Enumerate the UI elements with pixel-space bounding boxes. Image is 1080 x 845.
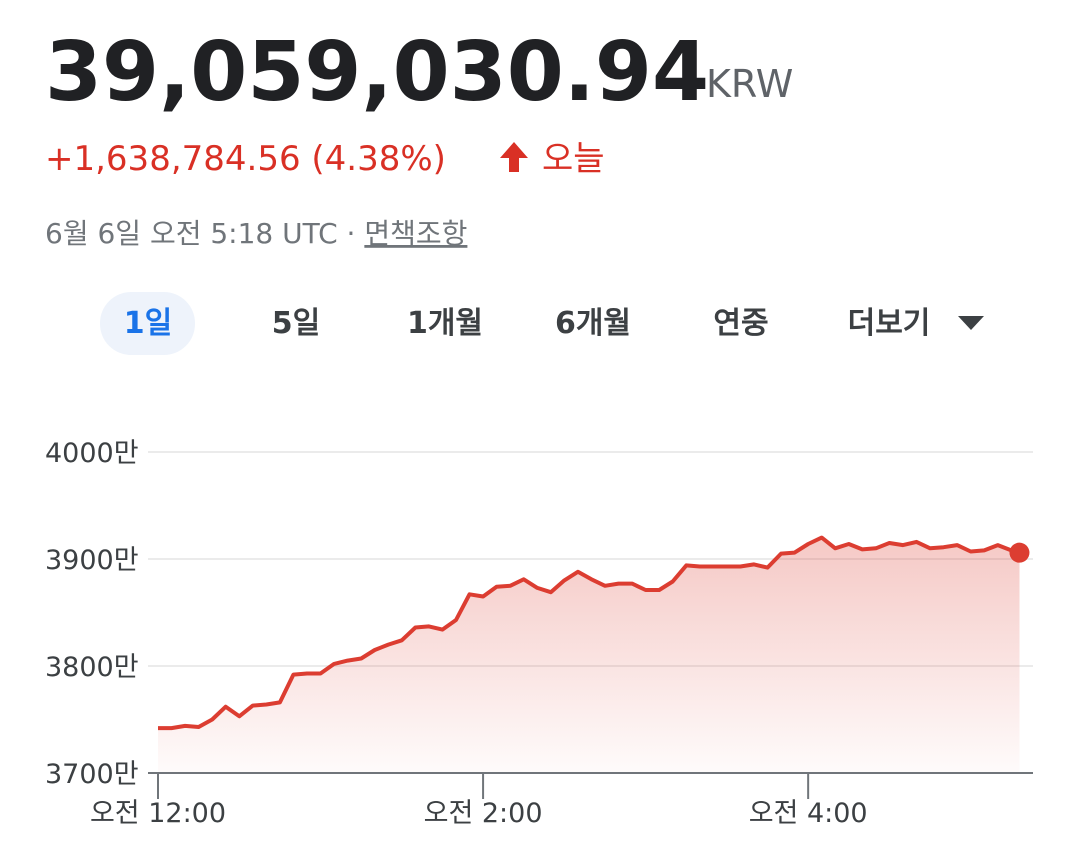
dropdown-arrow[interactable] [958, 316, 984, 330]
x-tick-label: 오전 4:00 [749, 798, 868, 829]
up-arrow [500, 142, 528, 172]
tab[interactable]: 더보기 [848, 306, 931, 341]
timestamp: 6월 6일 오전 5:18 UTC · 면책조항 [45, 217, 467, 250]
tab[interactable]: 5일 [272, 306, 320, 341]
disclaimer[interactable]: 면책조항 [364, 217, 467, 250]
tab[interactable]: 1개월 [407, 306, 483, 341]
tab-selected-bg [100, 292, 195, 355]
period: 오늘 [542, 139, 605, 179]
tabs: 1일 5일 1개월 6개월 연중 더보기 [124, 306, 931, 341]
tab[interactable]: 6개월 [555, 306, 631, 341]
y-tick-label: 3900만 [45, 545, 139, 576]
x-tick-label: 오전 2:00 [424, 798, 543, 829]
y-tick-label: 3700만 [45, 759, 139, 790]
currency: KRW [706, 62, 793, 106]
y-tick-label: 3800만 [45, 652, 139, 683]
area [158, 537, 1020, 773]
tab[interactable]: 1일 [124, 306, 172, 341]
price-line [158, 535, 1021, 731]
tab[interactable]: 연중 [713, 306, 768, 341]
end-dot [1009, 542, 1030, 563]
x-tick-label: 오전 12:00 [90, 798, 226, 829]
timestamp-text: 6월 6일 오전 5:18 UTC · [45, 217, 364, 250]
price: 39,059,030.94 [45, 25, 709, 120]
change: +1,638,784.56 (4.38%) [45, 139, 446, 179]
y-tick-label: 4000만 [45, 438, 139, 469]
